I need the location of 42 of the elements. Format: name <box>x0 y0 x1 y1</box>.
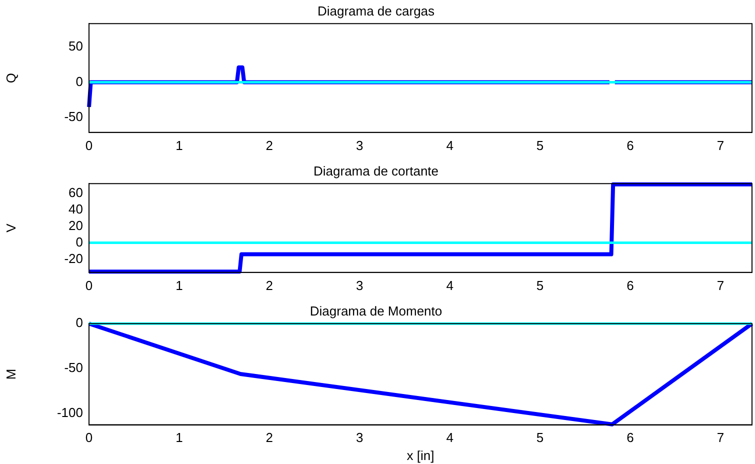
y-tick-label: 0 <box>76 74 83 89</box>
y-axis-title: Q <box>3 72 18 84</box>
y-tick-label: -20 <box>64 250 83 266</box>
x-tick-label: 5 <box>536 278 544 293</box>
x-tick-label: 3 <box>356 278 364 293</box>
y-tick-label: -50 <box>64 360 83 376</box>
x-tick-label: 7 <box>716 278 724 293</box>
x-tick-label: 4 <box>446 278 454 293</box>
y-tick-label: -100 <box>56 405 83 420</box>
x-tick-label: 3 <box>356 430 364 446</box>
y-tick-label: 0 <box>76 234 83 250</box>
y-tick-label: 20 <box>68 218 83 233</box>
y-tick-label: -50 <box>64 109 83 124</box>
x-tick-label: 4 <box>446 430 454 446</box>
y-axis-title: M <box>3 368 18 380</box>
x-tick-label: 6 <box>626 278 634 293</box>
chart-title: Diagrama de Momento <box>310 303 442 318</box>
x-tick-label: 6 <box>626 138 634 153</box>
y-axis-title: V <box>3 223 18 232</box>
x-tick-label: 5 <box>536 138 544 153</box>
chart-title: Diagrama de cargas <box>317 3 436 18</box>
x-tick-label: 1 <box>176 138 183 153</box>
x-tick-label: 1 <box>176 430 183 446</box>
y-tick-label: 60 <box>68 185 83 200</box>
chart-title: Diagrama de cortante <box>313 163 439 178</box>
y-tick-label: 40 <box>68 201 83 216</box>
x-tick-label: 2 <box>266 278 274 293</box>
x-tick-label: 2 <box>266 430 274 446</box>
x-tick-label: 7 <box>716 138 724 153</box>
x-tick-label: 3 <box>356 138 364 153</box>
x-tick-label: 7 <box>716 430 724 446</box>
x-axis-title: x [in] <box>406 448 434 463</box>
x-tick-label: 5 <box>536 430 544 446</box>
x-tick-label: 4 <box>446 138 454 153</box>
x-tick-label: 0 <box>85 278 93 293</box>
x-tick-label: 2 <box>266 138 274 153</box>
y-tick-label: 50 <box>68 38 83 54</box>
x-tick-label: 0 <box>85 138 93 153</box>
x-tick-label: 1 <box>176 278 183 293</box>
x-tick-label: 6 <box>626 430 634 446</box>
y-tick-label: 0 <box>76 315 83 330</box>
x-tick-label: 0 <box>85 430 93 446</box>
